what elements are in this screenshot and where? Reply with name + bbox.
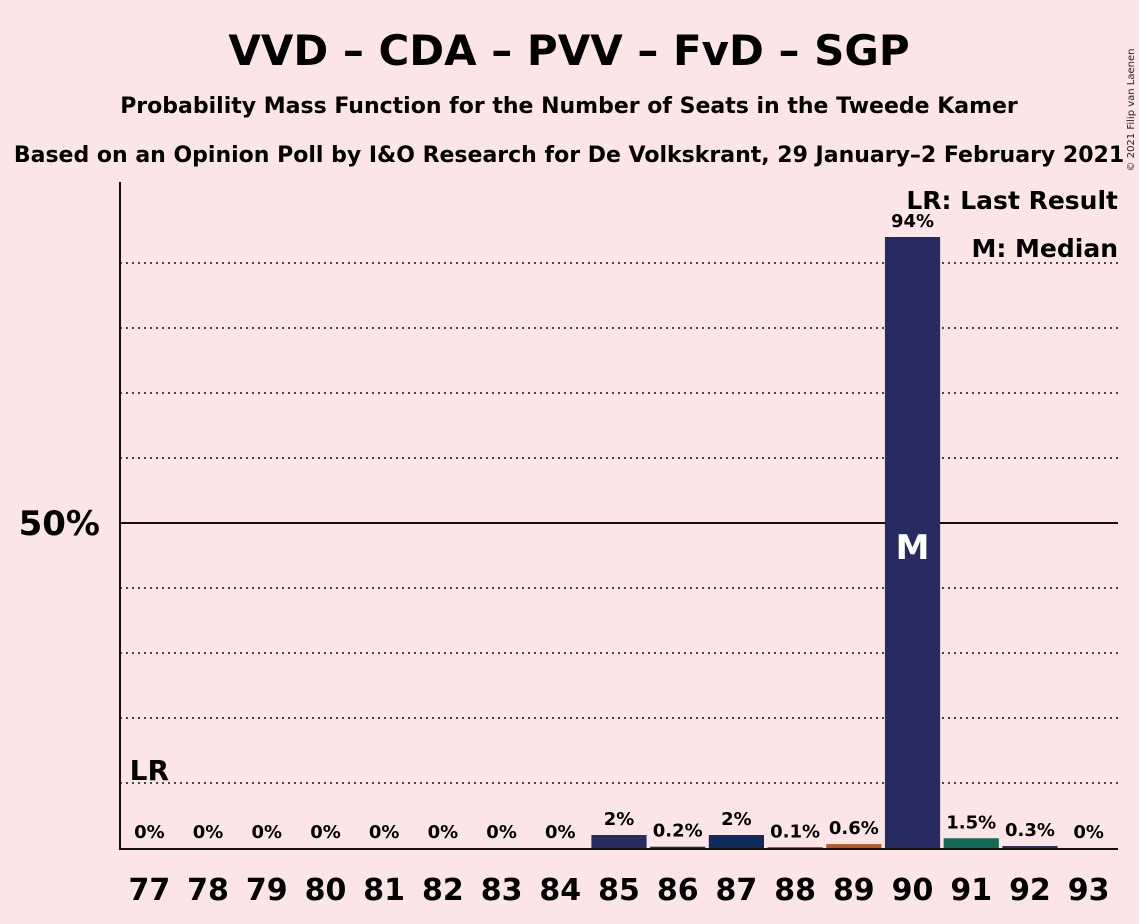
bar-88 — [767, 847, 823, 848]
bar-87 — [708, 835, 765, 848]
data-label-83: 0% — [486, 822, 517, 843]
x-tick-91: 91 — [950, 873, 992, 908]
data-label-85: 2% — [604, 809, 635, 830]
data-label-81: 0% — [369, 822, 400, 843]
x-tick-93: 93 — [1068, 873, 1110, 908]
data-label-79: 0% — [251, 822, 282, 843]
x-tick-84: 84 — [539, 873, 581, 908]
bar-92 — [1002, 846, 1058, 848]
data-labels: 0% 0% 0% 0% 0% 0% 0% 0% 2% 0.2% 2% 0.1% 0.6% 94% 1.5% 0… — [134, 211, 1104, 843]
data-label-93: 0% — [1073, 822, 1104, 843]
x-tick-85: 85 — [598, 873, 640, 908]
x-tick-labels: 77 78 79 80 81 82 83 84 85 86 87 88 89 90 91 92 93 — [128, 873, 1109, 908]
data-label-90: 94% — [891, 211, 934, 232]
legend-last-result: LR: Last Result — [906, 186, 1118, 215]
x-tick-82: 82 — [422, 873, 464, 908]
x-tick-90: 90 — [892, 873, 934, 908]
data-label-84: 0% — [545, 822, 576, 843]
x-tick-80: 80 — [305, 873, 347, 908]
data-label-91: 1.5% — [946, 812, 996, 833]
bar-90 — [884, 237, 941, 848]
y-tick-50: 50% — [19, 504, 100, 544]
data-label-92: 0.3% — [1005, 820, 1055, 841]
x-tick-78: 78 — [187, 873, 229, 908]
bar-85 — [591, 835, 647, 848]
data-label-88: 0.1% — [770, 821, 820, 842]
x-tick-79: 79 — [246, 873, 288, 908]
data-label-82: 0% — [428, 822, 459, 843]
copyright-text: © 2021 Filip van Laenen — [1126, 49, 1137, 172]
data-label-80: 0% — [310, 822, 341, 843]
bars — [591, 237, 1058, 848]
x-tick-77: 77 — [128, 873, 170, 908]
data-label-77: 0% — [134, 822, 165, 843]
median-marker: M — [896, 528, 930, 568]
chart-title: VVD – CDA – PVV – FvD – SGP — [228, 26, 909, 75]
data-label-78: 0% — [193, 822, 224, 843]
last-result-marker: LR — [130, 754, 169, 787]
data-label-87: 2% — [721, 809, 752, 830]
bar-89 — [826, 844, 882, 848]
x-tick-92: 92 — [1009, 873, 1051, 908]
data-label-89: 0.6% — [829, 818, 879, 839]
x-tick-86: 86 — [657, 873, 699, 908]
x-tick-88: 88 — [774, 873, 816, 908]
bar-86 — [650, 846, 706, 848]
chart-subtitle: Probability Mass Function for the Number… — [120, 94, 1018, 119]
chart-source: Based on an Opinion Poll by I&O Research… — [14, 143, 1124, 168]
bar-91 — [943, 838, 999, 848]
data-label-86: 0.2% — [653, 821, 703, 842]
x-tick-81: 81 — [363, 873, 405, 908]
x-tick-83: 83 — [481, 873, 523, 908]
legend-median: M: Median — [971, 234, 1118, 263]
x-tick-87: 87 — [716, 873, 758, 908]
x-tick-89: 89 — [833, 873, 875, 908]
gridlines — [120, 262, 1118, 784]
